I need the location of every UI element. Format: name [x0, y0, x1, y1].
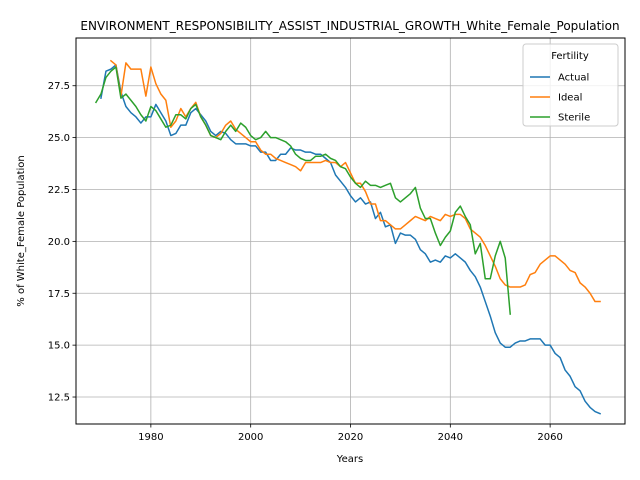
legend-items: Actual Ideal Sterile	[530, 73, 590, 124]
y-tick-label: 17.5	[48, 289, 70, 300]
x-tick-label: 2000	[238, 432, 263, 443]
grid-lines	[76, 38, 625, 424]
legend: Fertility Actual Ideal Sterile	[522, 43, 619, 127]
legend-label-sterile: Sterile	[558, 113, 590, 124]
y-tick-label: 12.5	[48, 393, 70, 404]
x-axis-label: Years	[336, 454, 363, 465]
y-tick-label: 22.5	[48, 185, 70, 196]
series-line-sterile	[94, 66, 512, 315]
legend-box	[522, 43, 619, 127]
y-tick-label: 20.0	[48, 237, 70, 248]
legend-title: Fertility	[551, 51, 589, 62]
y-axis-label: % of White_Female Population	[16, 155, 27, 306]
x-tick-label: 1980	[138, 432, 163, 443]
x-tick-label: 2040	[438, 432, 463, 443]
series-line-actual	[100, 64, 602, 415]
y-tick-label: 15.0	[48, 341, 70, 352]
x-tick-label: 2060	[537, 432, 562, 443]
x-axis-ticks: 1980 2000 2020 2040 2060	[138, 424, 563, 443]
x-tick-label: 2020	[338, 432, 363, 443]
y-axis-ticks: 12.5 15.0 17.5 20.0 22.5 25.0 27.5	[48, 81, 76, 404]
series-lines	[94, 59, 602, 415]
chart-title: ENVIRONMENT_RESPONSIBILITY_ASSIST_INDUST…	[80, 19, 619, 33]
legend-label-actual: Actual	[558, 73, 589, 84]
y-tick-label: 27.5	[48, 81, 70, 92]
y-tick-label: 25.0	[48, 133, 70, 144]
legend-label-ideal: Ideal	[558, 93, 582, 104]
